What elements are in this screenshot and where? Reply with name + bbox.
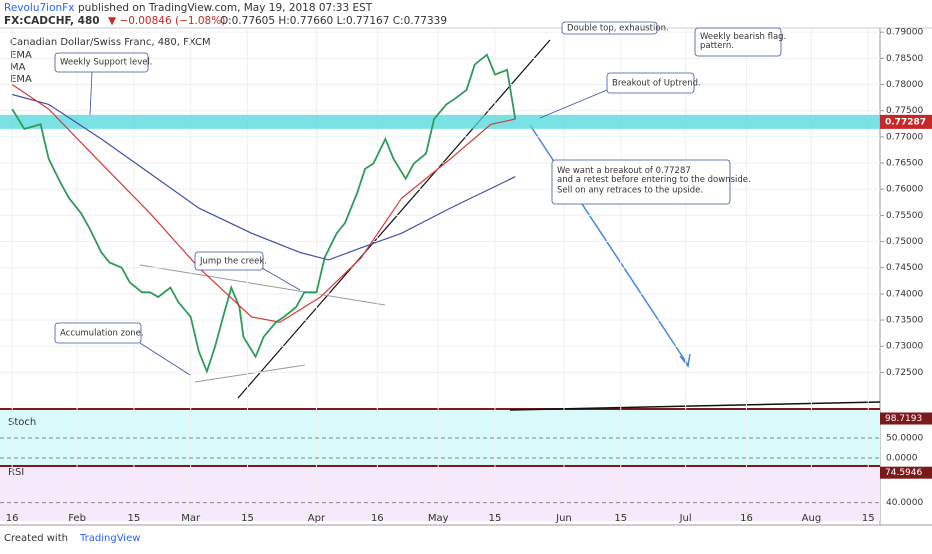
x-tick-label: Feb bbox=[68, 513, 86, 524]
level-tag bbox=[880, 114, 932, 129]
y-tick-label: 0.73500 bbox=[886, 316, 923, 326]
rsi-pane bbox=[0, 466, 880, 521]
note-line: pattern. bbox=[700, 41, 734, 51]
note-box bbox=[561, 21, 658, 35]
osc-tag bbox=[880, 412, 932, 425]
footer-brand: TradingView bbox=[79, 533, 140, 544]
indicator: EMA bbox=[10, 50, 32, 61]
x-tick-label: 16 bbox=[371, 513, 384, 524]
osc-tick-label: 0.0000 bbox=[886, 454, 918, 464]
indicator: MA bbox=[10, 62, 26, 73]
note-text: We want a breakout of 0.77287 and a retes… bbox=[557, 166, 751, 185]
indicator: EMA bbox=[10, 74, 32, 85]
x-tick-label: 16 bbox=[740, 513, 753, 524]
x-tick-label: Apr bbox=[308, 513, 326, 524]
osc-last: 98.7193 bbox=[885, 414, 922, 424]
y-tick-label: 0.72500 bbox=[886, 368, 923, 378]
y-tick-label: 0.76000 bbox=[886, 185, 923, 195]
note-pointer bbox=[89, 71, 93, 116]
base-line bbox=[194, 364, 306, 383]
y-tick-label: 0.73000 bbox=[886, 342, 923, 352]
series-line bbox=[11, 84, 516, 323]
series-line bbox=[11, 53, 517, 375]
osc-tick-label: 40.0000 bbox=[886, 498, 923, 508]
note-box bbox=[54, 322, 142, 344]
y-tick-label: 0.78500 bbox=[886, 54, 923, 64]
note-line: and a retest before entering to the down… bbox=[557, 175, 751, 185]
symbol: FX:CADCHF, 480 bbox=[4, 15, 100, 27]
x-tick-label: Mar bbox=[181, 513, 201, 524]
x-tick-label: 15 bbox=[614, 513, 627, 524]
note-box bbox=[694, 27, 782, 57]
note-text: Accumulation zone. bbox=[60, 329, 144, 339]
note-text: Breakout of Uptrend. bbox=[612, 79, 701, 89]
level-label: 0.77287 bbox=[885, 117, 926, 127]
osc-tag bbox=[880, 466, 932, 479]
support-band bbox=[0, 114, 880, 129]
x-tick-label: 15 bbox=[489, 513, 502, 524]
note-pointer bbox=[539, 89, 608, 119]
x-tick-label: Jul bbox=[679, 513, 692, 524]
y-tick-label: 0.75500 bbox=[886, 211, 923, 221]
y-tick-label: 0.78000 bbox=[886, 80, 923, 90]
note-text: Weekly bearish flag. pattern. bbox=[700, 32, 786, 51]
series-line bbox=[12, 93, 516, 261]
x-tick-label: 15 bbox=[128, 513, 141, 524]
y-tick-label: 0.77000 bbox=[886, 132, 923, 142]
chart-title: Canadian Dollar/Swiss Franc, 480, FXCM bbox=[10, 37, 211, 48]
note-text: Jump the creek. bbox=[199, 257, 267, 267]
note-box bbox=[194, 251, 264, 271]
osc-tick-label: 50.0000 bbox=[886, 434, 923, 444]
y-tick-label: 0.75000 bbox=[886, 237, 923, 247]
y-tick-label: 0.74000 bbox=[886, 289, 923, 299]
y-tick-label: 0.79000 bbox=[886, 28, 923, 38]
x-tick-label: 15 bbox=[241, 513, 254, 524]
osc-last: 74.5946 bbox=[885, 468, 922, 478]
note-box bbox=[54, 52, 149, 73]
arrow-head bbox=[679, 353, 691, 368]
creek-line bbox=[139, 264, 386, 306]
footer-created: Created with bbox=[4, 533, 68, 544]
note-text: Double top, exhaustion. bbox=[567, 24, 669, 34]
note-text: Weekly Support level. bbox=[60, 58, 153, 68]
note-text: Sell on any retraces to the upside. bbox=[557, 186, 703, 196]
note-box bbox=[551, 159, 731, 205]
x-tick-label: May bbox=[428, 513, 449, 524]
y-tick-label: 0.74500 bbox=[886, 263, 923, 273]
y-tick-label: 0.76500 bbox=[886, 159, 923, 169]
published: published on TradingView.com, May 19, 20… bbox=[78, 2, 373, 14]
note-line: We want a breakout of 0.77287 bbox=[557, 166, 691, 176]
y-tick-label: 0.77500 bbox=[886, 106, 923, 116]
long-line bbox=[509, 401, 881, 411]
ohlc: O:0.77605 H:0.77660 L:0.77167 C:0.77339 bbox=[220, 15, 447, 27]
note-line: Weekly bearish flag. bbox=[700, 32, 786, 42]
change: ▼ −0.00846 (−1.08%) bbox=[108, 15, 225, 27]
x-tick-label: Aug bbox=[802, 513, 822, 524]
x-tick-label: 15 bbox=[862, 513, 875, 524]
x-tick-label: 16 bbox=[6, 513, 19, 524]
note-box bbox=[606, 72, 695, 94]
trendline bbox=[237, 39, 551, 399]
rsi-label: RSI bbox=[8, 467, 24, 478]
note-pointer bbox=[261, 267, 301, 291]
stoch-label: Stoch bbox=[8, 417, 36, 428]
note-pointer bbox=[139, 342, 191, 376]
x-tick-label: Jun bbox=[555, 513, 572, 524]
author: Revolu7ionFx bbox=[4, 2, 74, 14]
stoch-pane bbox=[0, 410, 880, 466]
